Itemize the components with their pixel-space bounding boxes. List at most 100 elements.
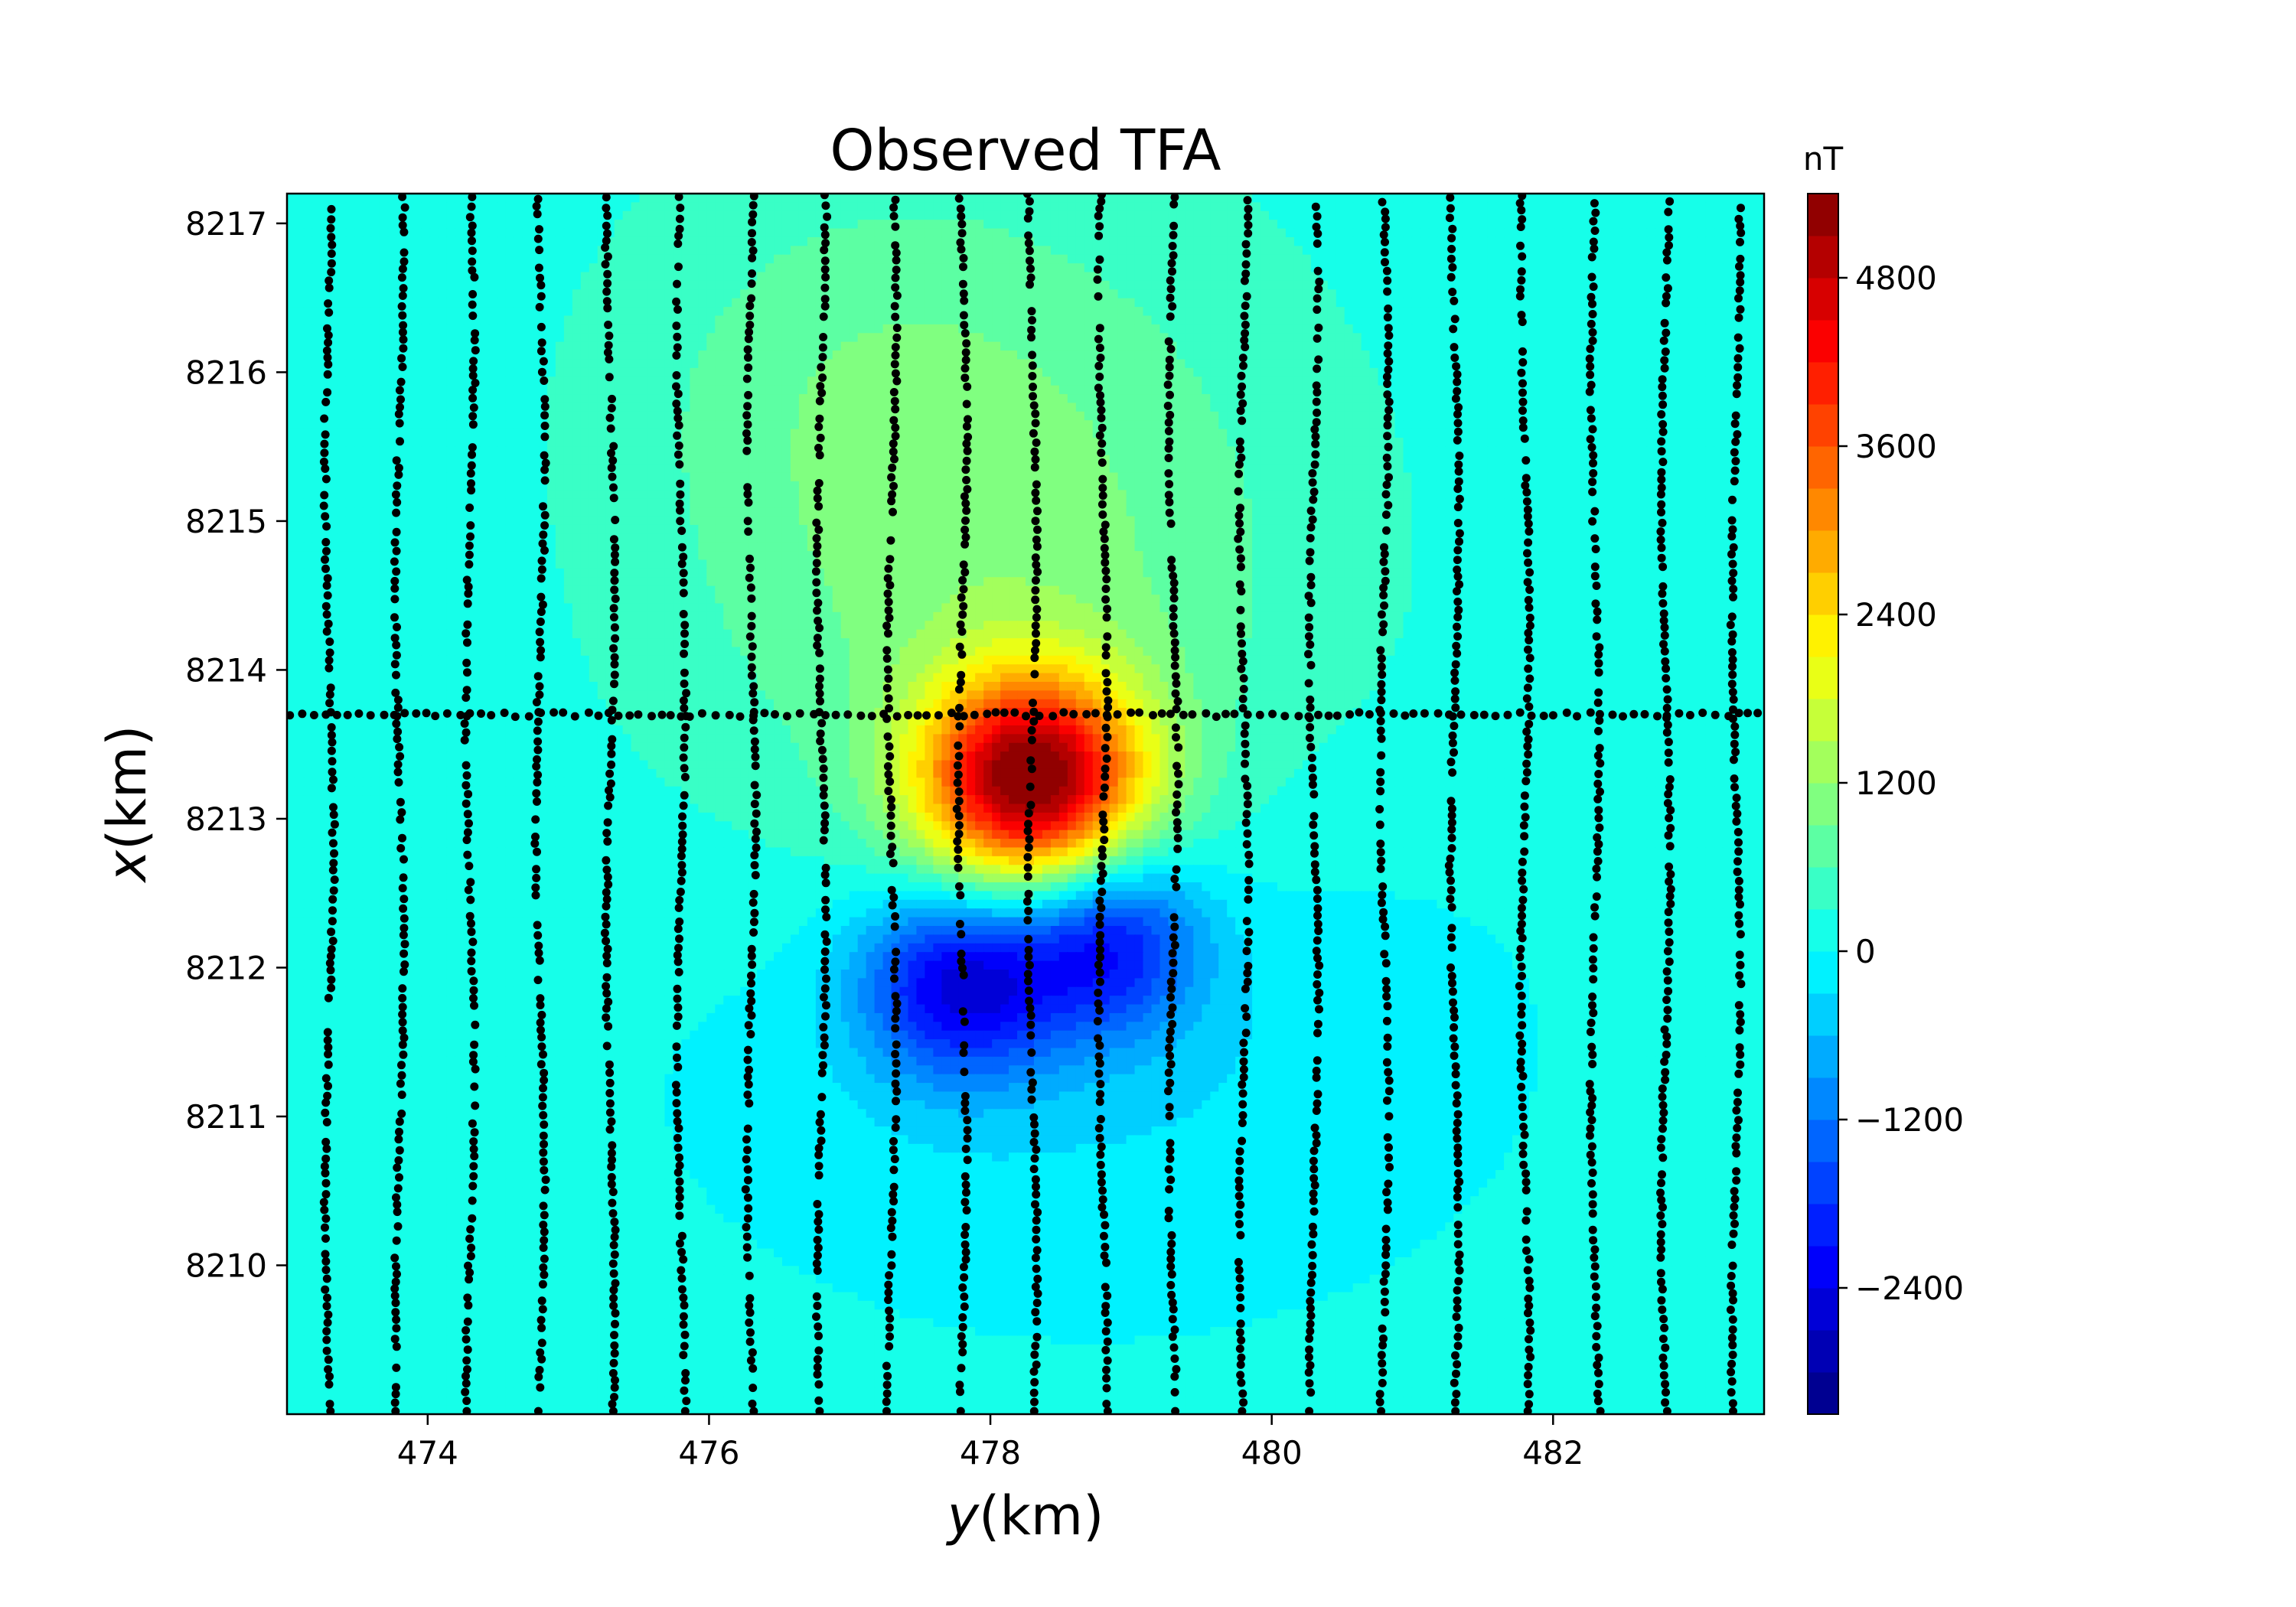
contour-cell [1462,255,1471,264]
contour-cell [1185,342,1194,351]
contour-cell [1639,272,1648,282]
contour-cell [547,386,556,395]
contour-cell [488,368,497,377]
contour-cell [657,429,666,438]
contour-cell [1462,342,1471,351]
contour-cell [1328,359,1337,368]
contour-cell [1529,368,1538,377]
contour-cell [388,246,397,255]
contour-cell [1613,263,1623,272]
contour-cell [1051,403,1060,412]
contour-cell [765,298,775,308]
contour-cell [1428,307,1437,316]
contour-cell [1613,211,1623,220]
contour-cell [295,281,305,290]
contour-cell [1084,386,1094,395]
contour-cell [572,202,582,211]
contour-cell [1319,316,1329,325]
contour-cell [1411,342,1420,351]
contour-cell [841,211,850,220]
contour-cell [723,420,732,429]
contour-cell [480,281,489,290]
contour-cell [791,333,800,342]
contour-cell [446,333,455,342]
contour-cell [1176,263,1186,272]
contour-cell [1630,237,1639,246]
contour-cell [1554,412,1564,421]
contour-cell [1646,202,1655,211]
contour-cell [883,237,892,246]
contour-cell [312,237,321,246]
contour-cell [1420,220,1429,229]
contour-cell [1159,263,1169,272]
contour-cell [1680,333,1689,342]
contour-cell [1110,194,1119,203]
contour-cell [1151,368,1160,377]
contour-cell [1026,342,1035,351]
contour-cell [1671,324,1681,334]
contour-cell [841,289,850,298]
contour-cell [1269,272,1278,282]
contour-cell [916,211,925,220]
contour-cell [1714,246,1723,255]
contour-cell [1487,237,1496,246]
contour-cell [480,211,489,220]
contour-cell [732,194,741,203]
contour-cell [681,246,690,255]
contour-cell [1159,324,1169,334]
contour-cell [1193,307,1202,316]
contour-cell [1646,220,1655,229]
contour-cell [723,412,732,421]
contour-cell [715,220,724,229]
contour-cell [1227,412,1236,421]
contour-cell [1218,420,1228,429]
contour-cell [1395,420,1404,429]
contour-cell [1277,255,1287,264]
contour-cell [388,272,397,282]
contour-cell [698,324,707,334]
contour-cell [505,307,514,316]
contour-cell [1529,403,1538,412]
contour-cell [1639,342,1648,351]
contour-cell [1252,237,1261,246]
contour-cell [1185,298,1194,308]
contour-cell [1362,237,1371,246]
contour-cell [338,333,347,342]
contour-cell [354,202,364,211]
contour-cell [1227,394,1236,403]
contour-cell [530,255,540,264]
contour-cell [1042,229,1052,238]
contour-cell [1135,211,1144,220]
contour-cell [446,263,455,272]
contour-cell [1034,229,1043,238]
contour-cell [1218,237,1228,246]
contour-cell [1495,202,1505,211]
contour-cell [1101,237,1110,246]
contour-cell [1571,386,1580,395]
contour-cell [950,368,959,377]
contour-cell [698,211,707,220]
contour-cell [866,333,876,342]
contour-cell [497,350,506,360]
contour-cell [1605,255,1614,264]
contour-cell [547,272,556,282]
contour-cell [354,237,364,246]
contour-cell [1362,333,1371,342]
contour-cell [564,272,573,282]
contour-cell [1538,429,1547,438]
contour-cell [429,229,439,238]
contour-cell [388,350,397,360]
contour-cell [1605,263,1614,272]
contour-cell [1622,298,1631,308]
contour-cell [1697,324,1706,334]
contour-cell [1504,289,1513,298]
contour-cell [1000,420,1009,429]
contour-cell [556,333,565,342]
contour-cell [1084,194,1094,203]
contour-cell [850,376,859,386]
contour-cell [1042,350,1052,360]
contour-cell [690,386,699,395]
contour-cell [615,272,624,282]
contour-cell [774,281,783,290]
contour-cell [564,429,573,438]
